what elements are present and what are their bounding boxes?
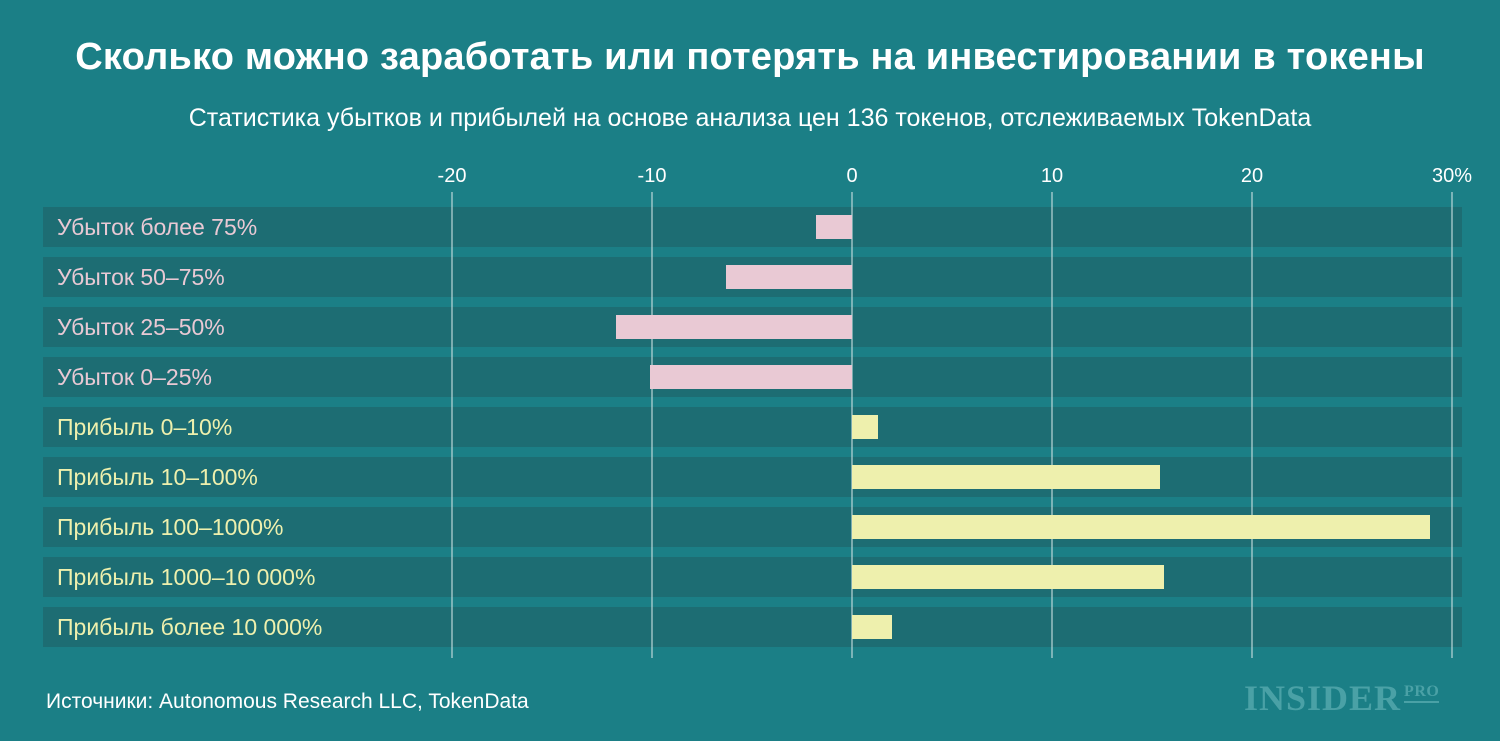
tick-labels: -20 -10 0 10 20 30% (438, 165, 1473, 187)
category-label: Прибыль 10–100% (57, 464, 258, 490)
category-label: Убыток 0–25% (57, 364, 212, 390)
row-band (43, 607, 1462, 647)
insider-pro-logo: INSIDER PRO (1244, 677, 1440, 719)
tick-label: 0 (846, 165, 857, 187)
category-label: Прибыль 1000–10 000% (57, 564, 315, 590)
tick-label: -10 (638, 165, 667, 187)
category-label: Прибыль 0–10% (57, 414, 232, 440)
bar (852, 565, 1164, 589)
chart-title: Сколько можно заработать или потерять на… (75, 36, 1425, 78)
bar (726, 265, 852, 289)
bar (616, 315, 852, 339)
row-band (43, 557, 1462, 597)
bar (852, 615, 892, 639)
bar (650, 365, 852, 389)
logo-suffix: PRO (1404, 683, 1440, 703)
tick-label: 30% (1432, 165, 1472, 187)
row-band (43, 407, 1462, 447)
bars (616, 215, 1430, 639)
category-labels: Убыток более 75% Убыток 50–75% Убыток 25–5… (57, 214, 322, 640)
bar (852, 465, 1160, 489)
chart-subtitle: Статистика убытков и прибылей на основе … (188, 104, 1312, 132)
logo-text: INSIDER (1244, 678, 1402, 718)
category-label: Убыток более 75% (57, 214, 257, 240)
bar (852, 415, 878, 439)
tick-label: -20 (438, 165, 467, 187)
tick-label: 20 (1241, 165, 1263, 187)
category-label: Убыток 50–75% (57, 264, 225, 290)
category-label: Убыток 25–50% (57, 314, 225, 340)
category-label: Прибыль более 10 000% (57, 614, 322, 640)
row-band (43, 207, 1462, 247)
bar (816, 215, 852, 239)
category-label: Прибыль 100–1000% (57, 514, 283, 540)
row-band (43, 457, 1462, 497)
bar (852, 515, 1430, 539)
source-note: Источники: Autonomous Research LLC, Toke… (46, 690, 529, 713)
tick-label: 10 (1041, 165, 1063, 187)
